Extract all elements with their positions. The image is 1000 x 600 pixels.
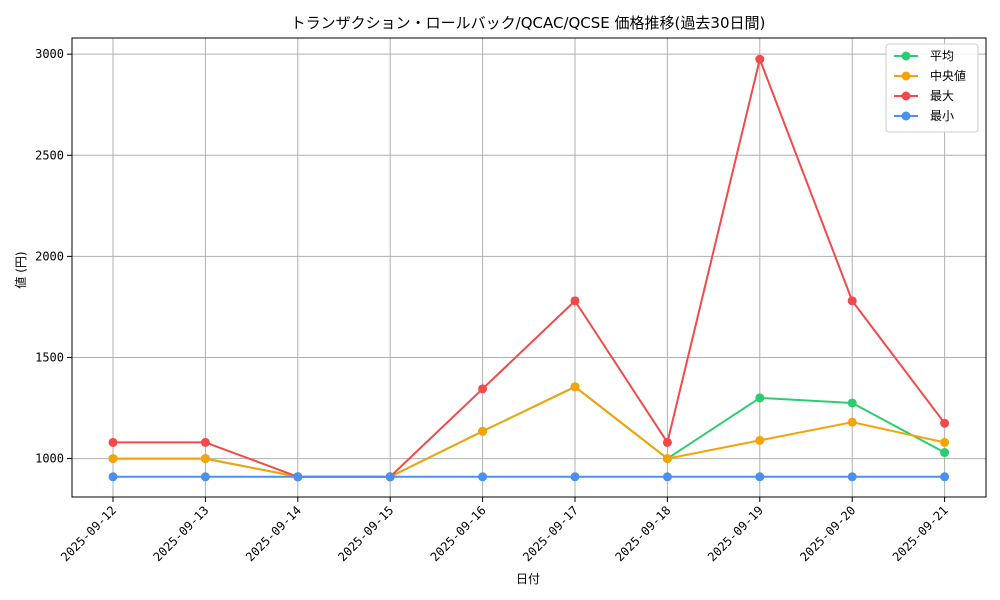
data-point — [200, 472, 210, 482]
data-point — [108, 472, 118, 482]
data-point — [662, 437, 672, 447]
x-tick-label: 2025-09-18 — [613, 503, 674, 564]
data-point — [662, 454, 672, 464]
y-axis-title: 値 (円) — [13, 251, 28, 288]
data-point — [570, 382, 580, 392]
data-point — [662, 472, 672, 482]
data-point — [847, 398, 857, 408]
data-point — [940, 418, 950, 428]
legend-swatch-marker — [901, 51, 911, 61]
series-line — [113, 385, 945, 478]
data-point — [755, 435, 765, 445]
data-point — [755, 472, 765, 482]
series-最大 — [108, 54, 950, 482]
data-point — [293, 472, 303, 482]
data-point — [940, 472, 950, 482]
series-lines — [108, 54, 950, 482]
y-tick-label: 1000 — [35, 452, 64, 466]
data-point — [385, 472, 395, 482]
chart-title: トランザクション・ロールバック/QCAC/QCSE 価格推移(過去30日間) — [291, 14, 766, 32]
x-axis-title: 日付 — [516, 572, 540, 586]
legend-label: 最大 — [930, 89, 954, 103]
axes: 2025-09-12 2025-09-13 2025-09-14 2025-09-15… — [35, 37, 987, 564]
series-最小 — [108, 472, 950, 482]
y-tick-label: 2000 — [35, 249, 64, 263]
data-point — [755, 393, 765, 403]
legend-label: 平均 — [930, 49, 954, 63]
data-point — [847, 417, 857, 427]
data-point — [200, 437, 210, 447]
x-tick-label: 2025-09-15 — [335, 503, 396, 564]
legend-box — [885, 43, 979, 133]
x-tick-label: 2025-09-14 — [243, 503, 304, 564]
x-tick-label: 2025-09-19 — [705, 503, 766, 564]
data-point — [478, 426, 488, 436]
legend-swatch-marker — [901, 111, 911, 121]
series-中央値 — [108, 382, 950, 482]
plot-frame — [71, 37, 987, 498]
x-tick-label: 2025-09-21 — [890, 503, 951, 564]
y-tick-label: 3000 — [35, 47, 64, 61]
data-point — [847, 472, 857, 482]
series-line — [113, 385, 946, 478]
legend-swatch-marker — [901, 71, 911, 81]
y-tick-label: 1500 — [35, 350, 64, 364]
x-tick-label: 2025-09-16 — [428, 503, 489, 564]
grid-lines — [72, 38, 986, 497]
legend-label: 中央値 — [930, 68, 966, 83]
data-point — [570, 296, 580, 306]
data-point — [847, 296, 857, 306]
series-line — [113, 58, 946, 478]
data-point — [478, 384, 488, 394]
data-point — [478, 472, 488, 482]
data-point — [940, 437, 950, 447]
data-point — [755, 54, 765, 64]
data-point — [940, 448, 950, 458]
data-point — [108, 454, 118, 464]
x-tick-label: 2025-09-20 — [797, 503, 858, 564]
legend-swatch-marker — [901, 91, 911, 101]
data-point — [200, 454, 210, 464]
y-tick-label: 2500 — [35, 148, 64, 162]
series-平均 — [108, 382, 950, 482]
data-point — [570, 472, 580, 482]
legend-label: 最小 — [930, 109, 954, 123]
x-tick-label: 2025-09-17 — [520, 503, 581, 564]
x-tick-label: 2025-09-12 — [58, 503, 119, 564]
data-point — [108, 437, 118, 447]
x-tick-label: 2025-09-13 — [151, 503, 212, 564]
